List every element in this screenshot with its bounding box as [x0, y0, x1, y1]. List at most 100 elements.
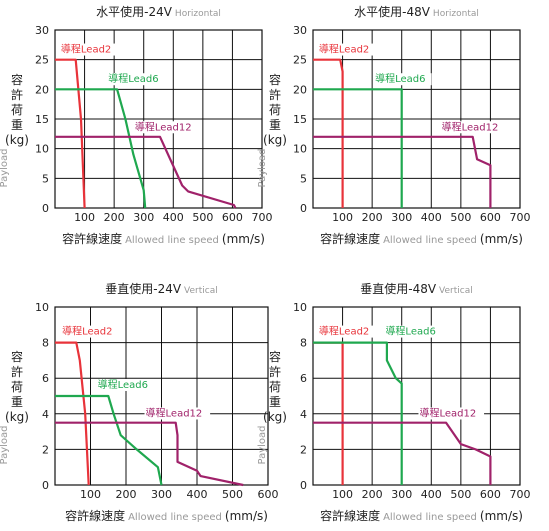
x-tick-label: 600 [258, 488, 279, 501]
y-axis-title-char: 許 [11, 365, 23, 379]
x-axis-title-en: Allowed line speed [125, 235, 219, 246]
y-tick-label: 8 [42, 337, 49, 350]
chart-title: 水平使用-48V Horizontal [354, 4, 479, 19]
y-tick-label: 20 [35, 83, 49, 96]
x-tick-label: 700 [252, 211, 273, 224]
x-axis-title-main: 容許線速度 [320, 231, 380, 246]
x-tick-label: 300 [133, 211, 154, 224]
plot-frame [312, 306, 521, 486]
x-axis-title: 容許線速度 Allowed line speed (mm/s) [320, 231, 523, 246]
x-axis-title-en: Allowed line speed [383, 235, 477, 246]
series-label-bg [384, 325, 442, 338]
x-axis-title-main: 容許線速度 [65, 508, 125, 523]
x-tick-label: 100 [80, 488, 101, 501]
y-axis-title-en: Payload [257, 149, 268, 188]
y-tick-label: 25 [35, 54, 49, 67]
series-line-lead [313, 341, 403, 485]
x-axis-title-en: Allowed line speed [383, 512, 477, 523]
x-axis-title: 容許線速度 Allowed line speed (mm/s) [320, 508, 523, 523]
y-tick-label: 0 [300, 202, 307, 215]
y-axis-title-char: 許 [269, 88, 281, 102]
y-tick-label: 5 [300, 172, 307, 185]
series-line-lead [55, 341, 90, 486]
x-tick-label: 200 [116, 488, 137, 501]
series-label-bg [107, 73, 165, 86]
y-axis-title-en: Payload [0, 149, 10, 188]
series-line-lead [313, 421, 492, 485]
y-axis-title-char: 重 [11, 118, 23, 132]
x-tick-label: 500 [450, 488, 471, 501]
series-label: 導程Lead12 [146, 406, 203, 419]
x-axis-unit: (mm/s) [225, 509, 268, 523]
x-tick-label: 200 [104, 211, 125, 224]
y-tick-label: 2 [300, 443, 307, 456]
x-tick-label: 300 [151, 488, 172, 501]
x-tick-label: 100 [332, 211, 353, 224]
chart-title: 垂直使用-24V Vertical [105, 281, 218, 296]
series-label-bg [418, 407, 485, 420]
x-axis-title-main: 容許線速度 [62, 231, 122, 246]
y-tick-label: 0 [300, 479, 307, 492]
series-label: 導程Lead2 [61, 43, 111, 56]
y-tick-label: 25 [293, 54, 307, 67]
y-tick-label: 20 [293, 83, 307, 96]
chart-2: 水平使用-48V Horizontal 100 200 300 400 500 600 700 0… [257, 4, 531, 246]
y-tick-label: 4 [300, 408, 307, 421]
x-tick-label: 400 [163, 211, 184, 224]
x-tick-label: 700 [510, 488, 531, 501]
series-line-lead [55, 421, 244, 487]
chart-title-main: 水平使用-48V [354, 4, 431, 19]
series-line-lead [55, 394, 163, 486]
chart-title-main: 垂直使用-48V [360, 281, 437, 296]
x-axis-unit: (mm/s) [480, 232, 523, 246]
x-tick-label: 100 [332, 488, 353, 501]
series-label-bg [374, 73, 432, 86]
y-axis-title-char: 容 [269, 72, 281, 87]
x-tick-label: 400 [421, 488, 442, 501]
series-line-lead [313, 135, 492, 208]
y-tick-label: 6 [300, 372, 307, 385]
y-tick-label: 4 [42, 408, 49, 421]
x-tick-label: 100 [74, 211, 95, 224]
y-tick-label: 10 [35, 143, 49, 156]
chart-title-main: 水平使用-24V [96, 4, 173, 19]
y-axis-title-en: Payload [257, 426, 268, 465]
plot-frame [54, 29, 263, 209]
chart-subtitle: Horizontal [175, 9, 221, 19]
y-tick-label: 8 [300, 337, 307, 350]
series-label: 導程Lead12 [419, 406, 476, 419]
chart-title-main: 垂直使用-24V [105, 281, 182, 296]
series-label-bg [96, 378, 154, 391]
plot-frame [312, 29, 521, 209]
series-line-lead [55, 58, 86, 209]
series-line-lead [313, 58, 344, 208]
series-label: 導程Lead2 [319, 43, 369, 56]
y-axis-title-char: 容 [11, 72, 23, 87]
y-axis-title-char: 許 [11, 88, 23, 102]
x-axis-title-en: Allowed line speed [128, 512, 222, 523]
y-axis-title-char: 荷 [269, 380, 281, 394]
y-tick-label: 2 [42, 443, 49, 456]
y-tick-label: 15 [293, 113, 307, 126]
y-axis-title-char: 許 [269, 365, 281, 379]
series-label: 導程Lead2 [62, 325, 112, 338]
y-axis-title-char: 重 [11, 395, 23, 409]
series-line-lead [55, 135, 237, 209]
series-label-bg [317, 43, 376, 56]
y-tick-label: 0 [42, 202, 49, 215]
y-axis-title-char: 重 [269, 395, 281, 409]
series-label-bg [133, 121, 200, 134]
series-label-bg [61, 325, 119, 338]
x-axis-unit: (mm/s) [222, 232, 265, 246]
x-tick-label: 400 [187, 488, 208, 501]
y-axis-title-char: 重 [269, 118, 281, 132]
x-axis-title-main: 容許線速度 [320, 508, 380, 523]
series-line-lead [313, 88, 403, 208]
series-label-bg [440, 121, 507, 134]
y-axis-title-char: 荷 [11, 380, 23, 394]
chart-title: 垂直使用-48V Vertical [360, 281, 473, 296]
y-axis-title-char: 容 [11, 349, 23, 364]
y-axis-unit: (kg) [5, 133, 29, 147]
x-axis-title: 容許線速度 Allowed line speed (mm/s) [65, 508, 268, 523]
y-tick-label: 30 [35, 24, 49, 37]
